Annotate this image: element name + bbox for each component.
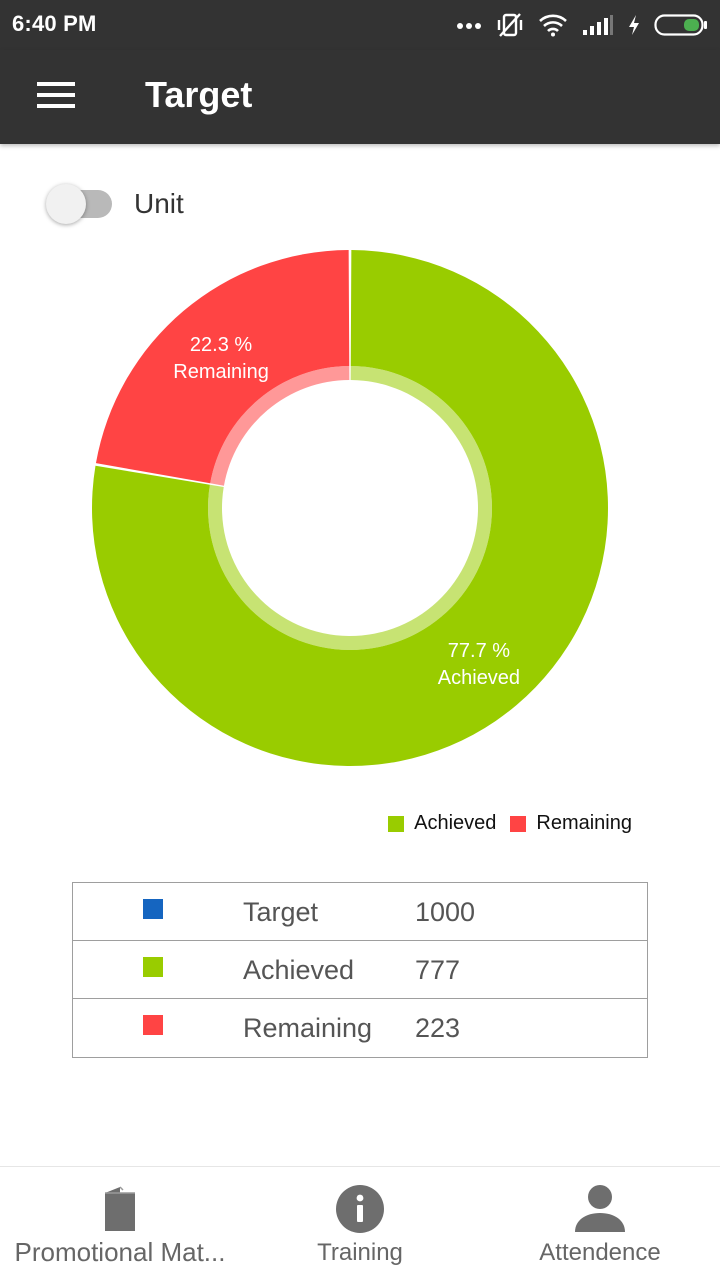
unit-switch[interactable] [40, 178, 116, 230]
status-time: 6:40 PM [12, 11, 97, 36]
nav-label-training: Training [317, 1239, 403, 1266]
legend-swatch-achieved [388, 815, 405, 832]
slice-name-label-achieved: Achieved [438, 667, 520, 689]
legend-item-remaining: Remaining [510, 812, 632, 835]
summary-value: 1000 [415, 897, 476, 927]
nav-promotional-material[interactable]: Promotional Mat... [0, 1167, 240, 1281]
donut-inner-ring-remaining [210, 366, 350, 486]
page-title: Target [145, 74, 253, 115]
target-donut-chart: 77.7 % Achieved 22.3 % Remaining [0, 236, 720, 796]
chart-legend: Achieved Remaining [374, 812, 632, 835]
charging-bolt-icon [628, 14, 640, 36]
summary-row-achieved: Achieved 777 [73, 941, 647, 999]
nav-label-promotional: Promotional Mat... [14, 1237, 226, 1267]
book-icon [102, 1181, 138, 1237]
legend-swatch-remaining [510, 815, 527, 832]
summary-label: Target [243, 897, 319, 927]
legend-label-achieved: Achieved [414, 812, 497, 834]
donut-svg: 77.7 % Achieved 22.3 % Remaining [92, 250, 609, 766]
unit-switch-thumb [46, 184, 86, 224]
app-bar: Target [0, 50, 720, 144]
slice-percent-label-achieved: 77.7 % [448, 640, 510, 662]
nav-attendence[interactable]: Attendence [480, 1167, 720, 1281]
slice-name-label-remaining: Remaining [173, 361, 269, 383]
wifi-icon [538, 13, 568, 37]
legend-item-achieved: Achieved [388, 812, 496, 835]
bottom-navigation: Promotional Mat... Training Attendence [0, 1166, 720, 1280]
remaining-color-swatch [143, 1015, 163, 1035]
donut-slice-remaining[interactable] [95, 250, 350, 484]
hamburger-menu-icon [37, 80, 75, 115]
achieved-color-swatch [143, 957, 163, 977]
nav-label-attendence: Attendence [539, 1239, 661, 1266]
summary-label: Achieved [243, 955, 355, 985]
status-bar: 6:40 PM [0, 0, 720, 50]
signal-icon [582, 14, 614, 36]
summary-row-target: Target 1000 [73, 883, 647, 941]
person-icon [574, 1181, 626, 1237]
battery-icon [654, 13, 708, 37]
legend-label-remaining: Remaining [536, 812, 632, 834]
target-color-swatch [143, 899, 163, 919]
unit-toggle-row: Unit [40, 178, 184, 230]
nav-training[interactable]: Training [240, 1167, 480, 1281]
vibrate-off-icon [496, 12, 524, 38]
summary-value: 223 [415, 1013, 461, 1043]
slice-percent-label-remaining: 22.3 % [190, 334, 252, 356]
summary-value: 777 [415, 955, 461, 985]
summary-row-remaining: Remaining 223 [73, 999, 647, 1057]
more-dots-icon [456, 20, 482, 30]
unit-label: Unit [134, 188, 184, 219]
menu-button[interactable] [28, 74, 84, 120]
status-icons [456, 10, 708, 40]
summary-table: Target 1000 Achieved 777 Remaining 223 [72, 882, 648, 1058]
summary-label: Remaining [243, 1013, 373, 1043]
donut-slice-achieved[interactable] [92, 250, 609, 766]
info-icon [335, 1181, 385, 1237]
